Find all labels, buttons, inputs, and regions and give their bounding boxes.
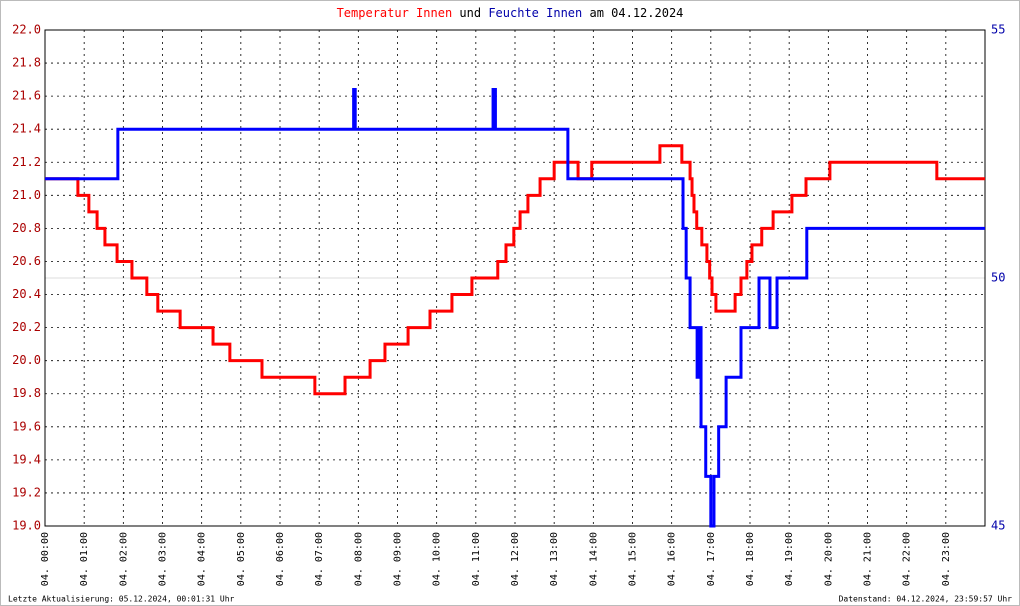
y2-tick-label: 50 xyxy=(991,271,1005,285)
title-suffix: am 04.12.2024 xyxy=(589,6,683,20)
x-tick-label: 04. 00:00 xyxy=(40,532,51,586)
x-tick-label: 04. 11:00 xyxy=(471,532,482,586)
x-tick-label: 04. 21:00 xyxy=(863,532,874,586)
y-tick-label: 19.4 xyxy=(12,452,41,466)
y-tick-label: 19.8 xyxy=(12,386,41,400)
title-series-1: Temperatur Innen xyxy=(337,6,453,20)
plot-border xyxy=(44,29,986,527)
x-tick-label: 04. 01:00 xyxy=(79,532,90,586)
x-tick-label: 04. 09:00 xyxy=(393,532,404,586)
y2-tick-label: 55 xyxy=(991,23,1005,37)
x-tick-label: 04. 16:00 xyxy=(667,532,678,586)
x-tick-label: 04. 06:00 xyxy=(275,532,286,586)
y-tick-label: 19.6 xyxy=(12,419,41,433)
title-series-2: Feuchte Innen xyxy=(488,6,582,20)
footer-right: Datenstand: 04.12.2024, 23:59:57 Uhr xyxy=(839,595,1013,604)
series-line xyxy=(45,88,985,528)
y-tick-label: 21.0 xyxy=(12,188,41,202)
x-tick-label: 04. 05:00 xyxy=(236,532,247,586)
y2-tick-label: 45 xyxy=(991,519,1005,533)
x-tick-label: 04. 15:00 xyxy=(628,532,639,586)
x-tick-label: 04. 02:00 xyxy=(118,532,129,586)
x-tick-label: 04. 10:00 xyxy=(432,532,443,586)
x-tick-label: 04. 03:00 xyxy=(158,532,169,586)
y-tick-label: 21.6 xyxy=(12,89,41,103)
y-tick-label: 19.0 xyxy=(12,519,41,533)
x-tick-label: 04. 17:00 xyxy=(706,532,717,586)
footer-left: Letzte Aktualisierung: 05.12.2024, 00:01… xyxy=(8,595,235,604)
x-tick-label: 04. 20:00 xyxy=(823,532,834,586)
x-tick-label: 04. 18:00 xyxy=(745,532,756,586)
x-tick-label: 04. 14:00 xyxy=(588,532,599,586)
y-tick-label: 21.2 xyxy=(12,155,41,169)
x-tick-label: 04. 08:00 xyxy=(353,532,364,586)
y-tick-label: 20.2 xyxy=(12,320,41,334)
y-tick-label: 22.0 xyxy=(12,23,41,37)
x-tick-label: 04. 23:00 xyxy=(941,532,952,586)
x-tick-label: 04. 12:00 xyxy=(510,532,521,586)
series-line xyxy=(45,144,985,396)
title-joiner: und xyxy=(459,6,481,20)
y-tick-label: 20.4 xyxy=(12,287,41,301)
x-tick-label: 04. 13:00 xyxy=(549,532,560,586)
x-tick-label: 04. 07:00 xyxy=(314,532,325,586)
y-tick-label: 21.8 xyxy=(12,56,41,70)
x-tick-label: 04. 19:00 xyxy=(784,532,795,586)
x-tick-label: 04. 04:00 xyxy=(197,532,208,586)
y-tick-label: 20.8 xyxy=(12,221,41,235)
y-tick-label: 21.4 xyxy=(12,122,41,136)
y-tick-label: 20.0 xyxy=(12,353,41,367)
x-tick-label: 04. 22:00 xyxy=(902,532,913,586)
chart-title: Temperatur Innen und Feuchte Innen am 04… xyxy=(337,6,684,20)
y-tick-label: 19.2 xyxy=(12,485,41,499)
y-tick-label: 20.6 xyxy=(12,254,41,268)
